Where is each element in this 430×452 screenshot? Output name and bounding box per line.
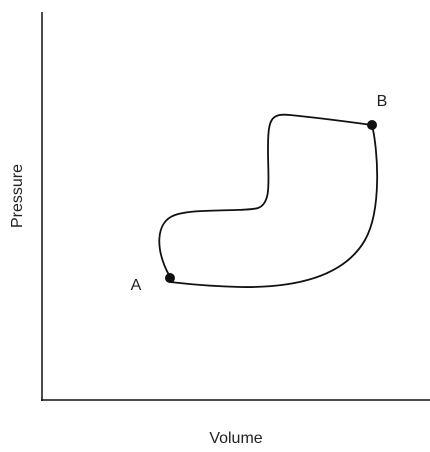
x-axis-label: Volume: [209, 430, 262, 447]
cycle-path: [158, 113, 379, 288]
point-a-label: A: [131, 277, 142, 294]
point-b: [367, 120, 377, 130]
point-a: [165, 273, 175, 283]
y-axis-label: Pressure: [9, 164, 26, 228]
point-b-label: B: [377, 93, 388, 110]
